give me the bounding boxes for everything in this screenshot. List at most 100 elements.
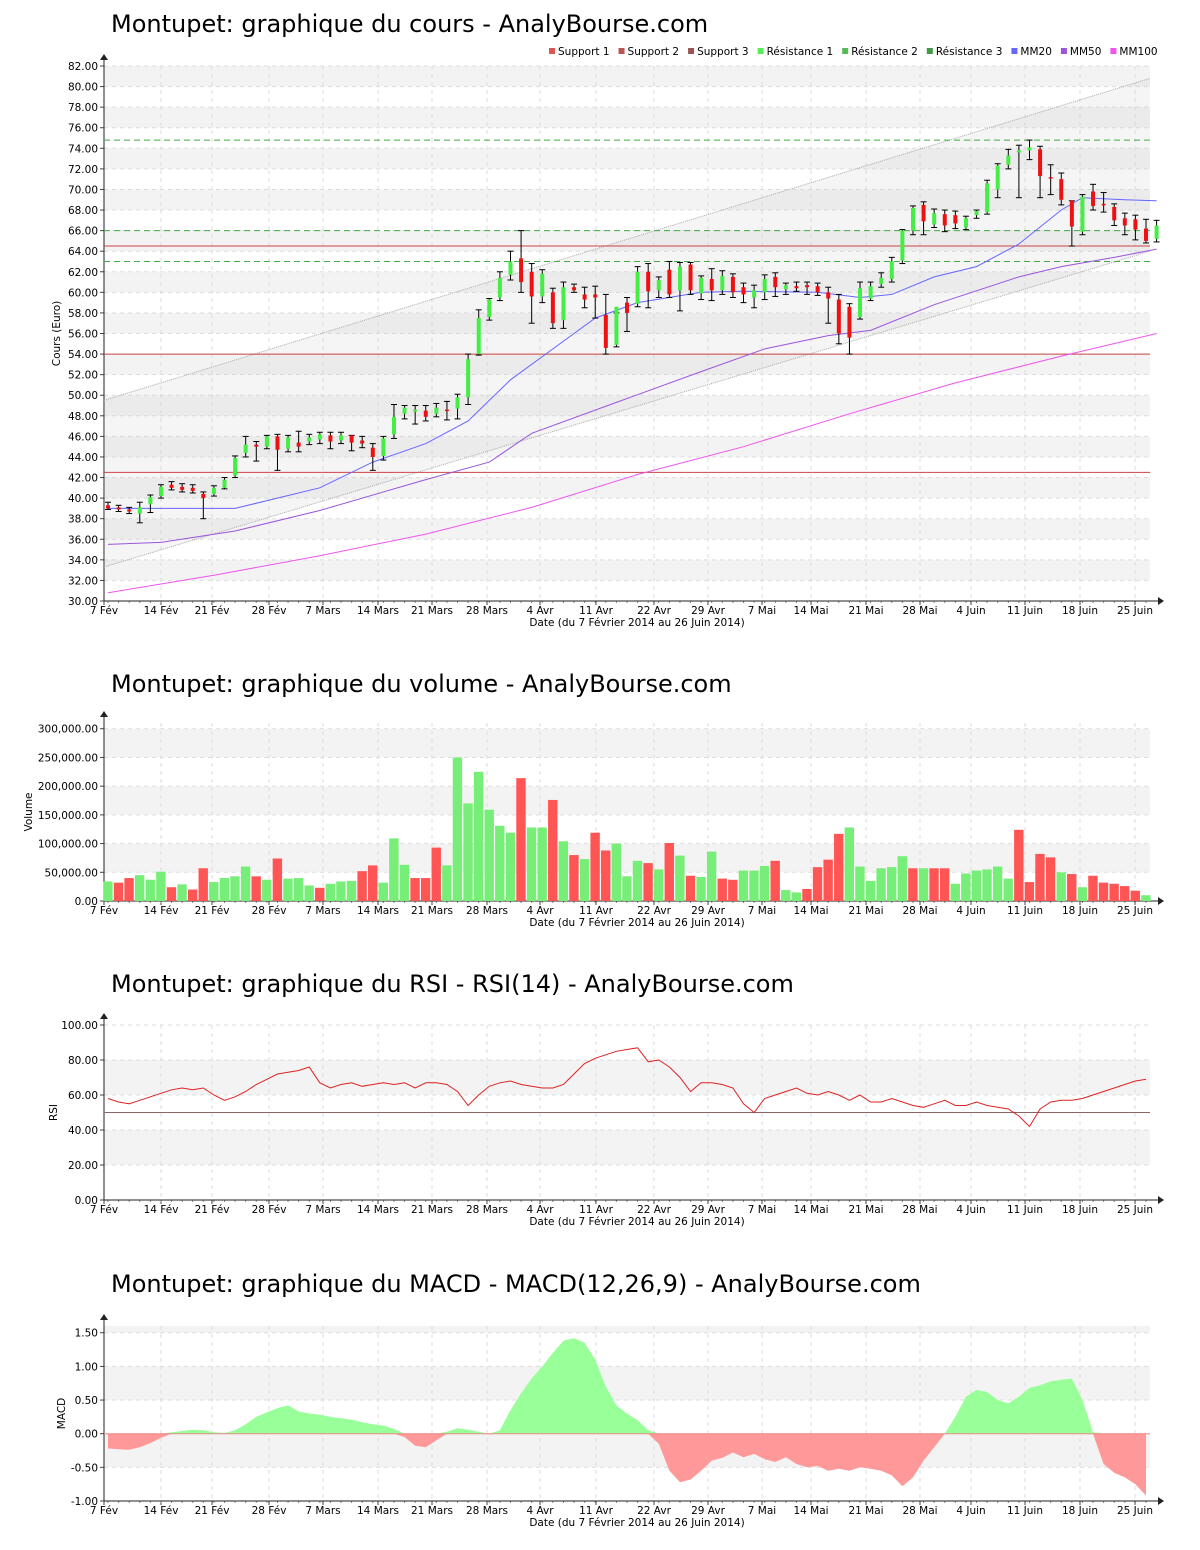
y-tick-label: 44.00 (68, 452, 98, 464)
candle-body (148, 497, 153, 505)
y-tick-label: 56.00 (68, 329, 98, 341)
x-axis-title: Date (du 7 Février 2014 au 26 Juin 2014) (529, 617, 744, 629)
legend-label: Résistance 1 (767, 46, 834, 58)
x-tick-label: 18 Juin (1062, 1204, 1098, 1216)
volume-bar (420, 878, 431, 901)
x-tick-label: 28 Fév (252, 905, 287, 917)
volume-bar (526, 827, 537, 901)
y-tick-label: 58.00 (68, 308, 98, 320)
candle-body (910, 207, 915, 231)
volume-bar (156, 871, 166, 901)
x-tick-label: 4 Juin (956, 1505, 985, 1517)
candle-body (847, 306, 852, 338)
y-tick-label: 72.00 (68, 164, 98, 176)
y-tick-label: 74.00 (68, 143, 98, 155)
candle-body (603, 314, 608, 348)
x-tick-label: 14 Fév (144, 605, 179, 617)
x-tick-label: 4 Juin (956, 605, 985, 617)
candle-body (741, 287, 746, 295)
legend-label: MM100 (1119, 46, 1157, 58)
volume-bar (463, 803, 473, 901)
candle-body (190, 487, 195, 491)
candle-body (889, 261, 894, 279)
candle-body (625, 302, 629, 313)
x-tick-label: 11 Juin (1007, 1505, 1043, 1517)
volume-bar (961, 873, 971, 901)
candle-body (349, 435, 354, 443)
candle-body (243, 444, 248, 453)
candle-body (1006, 155, 1011, 165)
x-tick-label: 11 Avr (579, 605, 613, 617)
y-tick-label: 32.00 (68, 575, 98, 587)
macd-chart-title: Montupet: graphique du MACD - MACD(12,26… (111, 1270, 921, 1298)
candle-body (656, 280, 661, 291)
candle-body (1133, 219, 1138, 230)
y-tick-label: 40.00 (68, 1125, 98, 1137)
candle-body (720, 275, 725, 291)
y-tick-label: 250,000.00 (38, 752, 98, 764)
x-tick-label: 11 Avr (579, 1505, 613, 1517)
candle-body (455, 397, 460, 409)
y-tick-label: 300,000.00 (38, 724, 98, 736)
candle-body (1091, 191, 1096, 206)
candle-body (370, 447, 375, 457)
x-tick-label: 21 Mars (411, 905, 453, 917)
x-tick-label: 7 Mars (305, 1505, 340, 1517)
candle-body (921, 204, 926, 222)
volume-bar (368, 865, 378, 901)
x-tick-label: 28 Mai (902, 1204, 937, 1216)
x-tick-label: 11 Juin (1007, 905, 1043, 917)
volume-bar (664, 843, 674, 901)
grid-band (104, 1130, 1150, 1165)
candle-body (1144, 228, 1148, 241)
candle-body (360, 440, 365, 444)
y-tick-label: 36.00 (68, 534, 98, 546)
x-axis-arrow (1158, 597, 1164, 605)
volume-bar (1088, 875, 1098, 901)
x-tick-label: 14 Mai (793, 1505, 828, 1517)
volume-bar (812, 867, 823, 901)
candle-body (413, 409, 418, 412)
x-tick-label: 14 Mars (357, 605, 399, 617)
x-tick-label: 28 Fév (252, 605, 287, 617)
volume-bar (230, 876, 240, 901)
x-tick-label: 28 Mars (466, 1204, 508, 1216)
rsi-panel: Montupet: graphique du RSI - RSI(14) - A… (0, 960, 1200, 1240)
y-tick-label: 0.00 (75, 896, 98, 908)
y-tick-label: 20.00 (68, 1160, 98, 1172)
y-tick-label: 48.00 (68, 411, 98, 423)
y-tick-label: 200,000.00 (38, 781, 98, 793)
volume-bar (939, 868, 950, 901)
grid-band (104, 66, 1150, 87)
y-axis-title: Volume (23, 792, 35, 831)
x-tick-label: 21 Fév (195, 1204, 230, 1216)
volume-chart: 0.00 50,000.00 100,000.00 150,000.00 200,000… (23, 711, 1164, 929)
candle-body (688, 264, 693, 291)
volume-bar (759, 865, 770, 901)
volume-bar (696, 876, 706, 901)
candle-body (783, 285, 788, 290)
volume-bar (1003, 878, 1013, 901)
volume-bar (738, 870, 749, 901)
volume-bar (685, 875, 696, 901)
volume-bar (209, 882, 219, 901)
x-tick-label: 25 Juin (1117, 905, 1153, 917)
x-tick-label: 18 Juin (1062, 605, 1098, 617)
volume-bar (876, 868, 886, 901)
candle-body (900, 230, 905, 261)
grid-band (104, 728, 1150, 758)
x-tick-label: 11 Juin (1007, 605, 1043, 617)
candle-body (836, 299, 841, 334)
candle-body (974, 211, 979, 216)
grid-band (104, 1433, 1150, 1468)
volume-bar (548, 799, 558, 901)
y-tick-label: 54.00 (68, 349, 98, 361)
candle-body (1101, 203, 1106, 206)
candle-body (1069, 200, 1074, 227)
candle-body (805, 285, 810, 288)
candle-body (730, 276, 735, 293)
volume-bar (611, 843, 622, 901)
grid-band (104, 107, 1150, 128)
legend-swatch (549, 48, 555, 54)
candle-body (1112, 206, 1117, 221)
